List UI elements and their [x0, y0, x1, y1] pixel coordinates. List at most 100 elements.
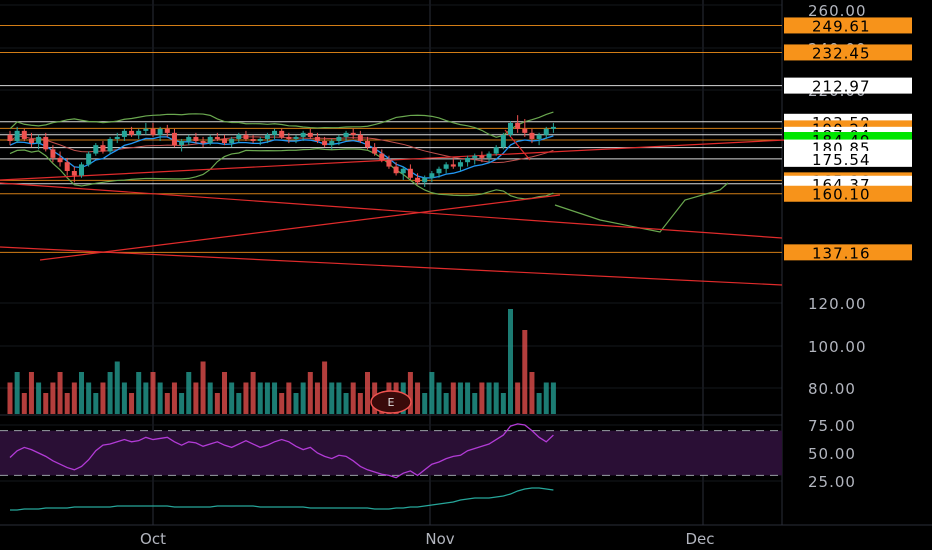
volume-bar [500, 393, 506, 414]
volume-bar [86, 382, 92, 414]
volume-bar [436, 382, 442, 414]
candle-body [357, 134, 363, 142]
volume-bar [250, 372, 256, 414]
candle-body [508, 122, 513, 135]
volume-bar [300, 382, 306, 414]
event-label: E [388, 396, 395, 409]
volume-tick-label: 80.00 [808, 380, 856, 398]
volume-bar [264, 382, 270, 414]
bb-lower [9, 148, 554, 200]
candle-body [114, 136, 120, 139]
volume-bar [114, 361, 120, 414]
candle-body [36, 136, 42, 144]
volume-bar [171, 382, 177, 414]
volume-bar [343, 393, 349, 414]
volume-bar [79, 372, 84, 414]
rsi-tick-label: 50.00 [808, 445, 856, 463]
volume-bar [365, 372, 370, 414]
candle-body [164, 128, 170, 133]
volume-bar [550, 382, 556, 414]
candle-body [515, 122, 521, 129]
candle-body [43, 136, 49, 150]
volume-bar [164, 393, 170, 414]
candle-body [322, 141, 328, 146]
candle-body [293, 136, 299, 139]
candle-body [550, 126, 556, 129]
candle-body [279, 130, 285, 137]
candle-body [171, 132, 177, 146]
price-level-badge [784, 17, 912, 34]
candle-body [450, 164, 456, 167]
candle-body [300, 132, 306, 137]
volume-bar [465, 382, 471, 414]
candle-body [386, 160, 392, 167]
volume-bar [486, 382, 492, 414]
candle-body [500, 134, 506, 148]
trend-line [0, 139, 786, 181]
candle-body [343, 132, 349, 137]
candle-body [529, 132, 535, 139]
volume-bar [143, 382, 149, 414]
candle-body [143, 128, 149, 131]
volume-bar [479, 382, 485, 414]
candle-body [415, 177, 421, 183]
volume-bar [536, 393, 542, 414]
price-level-label: 175.54 [812, 151, 871, 169]
candle-body [407, 168, 413, 178]
candle-body [379, 153, 385, 161]
candle-body [121, 130, 127, 137]
volume-bar [50, 382, 56, 414]
volume-bar [7, 382, 13, 414]
candle-body [100, 145, 106, 152]
candle-body [93, 145, 99, 154]
price-level-label: 212.97 [812, 78, 871, 96]
volume-bar [14, 372, 20, 414]
volume-bar [407, 372, 413, 414]
date-label: Oct [140, 530, 166, 548]
candle-body [214, 136, 220, 139]
candle-body [543, 128, 549, 135]
candle-body [200, 141, 206, 144]
rsi-line [9, 423, 554, 479]
volume-tick-label: 100.00 [808, 338, 867, 356]
volume-bar [472, 393, 478, 414]
price-level-badge [784, 77, 912, 94]
volume-bar [100, 382, 106, 414]
volume-bar [336, 382, 342, 414]
candle-body [186, 136, 192, 142]
volume-bar [515, 382, 521, 414]
candle-body [457, 162, 463, 167]
candle-body [536, 134, 542, 139]
volume-bar [457, 382, 463, 414]
candle-body [129, 130, 135, 135]
price-level-label: 137.16 [812, 244, 871, 262]
volume-bar [121, 382, 127, 414]
candle-body [79, 164, 84, 176]
candle-body [400, 168, 406, 174]
volume-bar [150, 372, 156, 414]
volume-bar [257, 382, 263, 414]
candle-body [443, 164, 449, 169]
volume-bar [214, 393, 220, 414]
volume-bar [129, 393, 135, 414]
candle-body [50, 149, 56, 158]
candle-body [207, 136, 213, 144]
candle-body [522, 128, 528, 133]
bollinger-bands [9, 111, 729, 233]
price-level-badge [784, 150, 912, 167]
price-level-label: 232.45 [812, 44, 871, 62]
candle-body [229, 138, 235, 144]
price-level-label: 160.10 [812, 186, 871, 204]
trend-line [0, 246, 783, 286]
candle-body [365, 141, 370, 148]
rsi-band [0, 430, 782, 476]
earnings-event-marker[interactable]: E [370, 390, 412, 414]
volume-bar [93, 393, 99, 414]
volume-bar [272, 382, 278, 414]
candle-body [243, 134, 249, 139]
candle-body [28, 138, 34, 144]
volume-bar [350, 382, 356, 414]
price-level-badge [784, 244, 912, 261]
rsi-tick-label: 75.00 [808, 417, 856, 435]
